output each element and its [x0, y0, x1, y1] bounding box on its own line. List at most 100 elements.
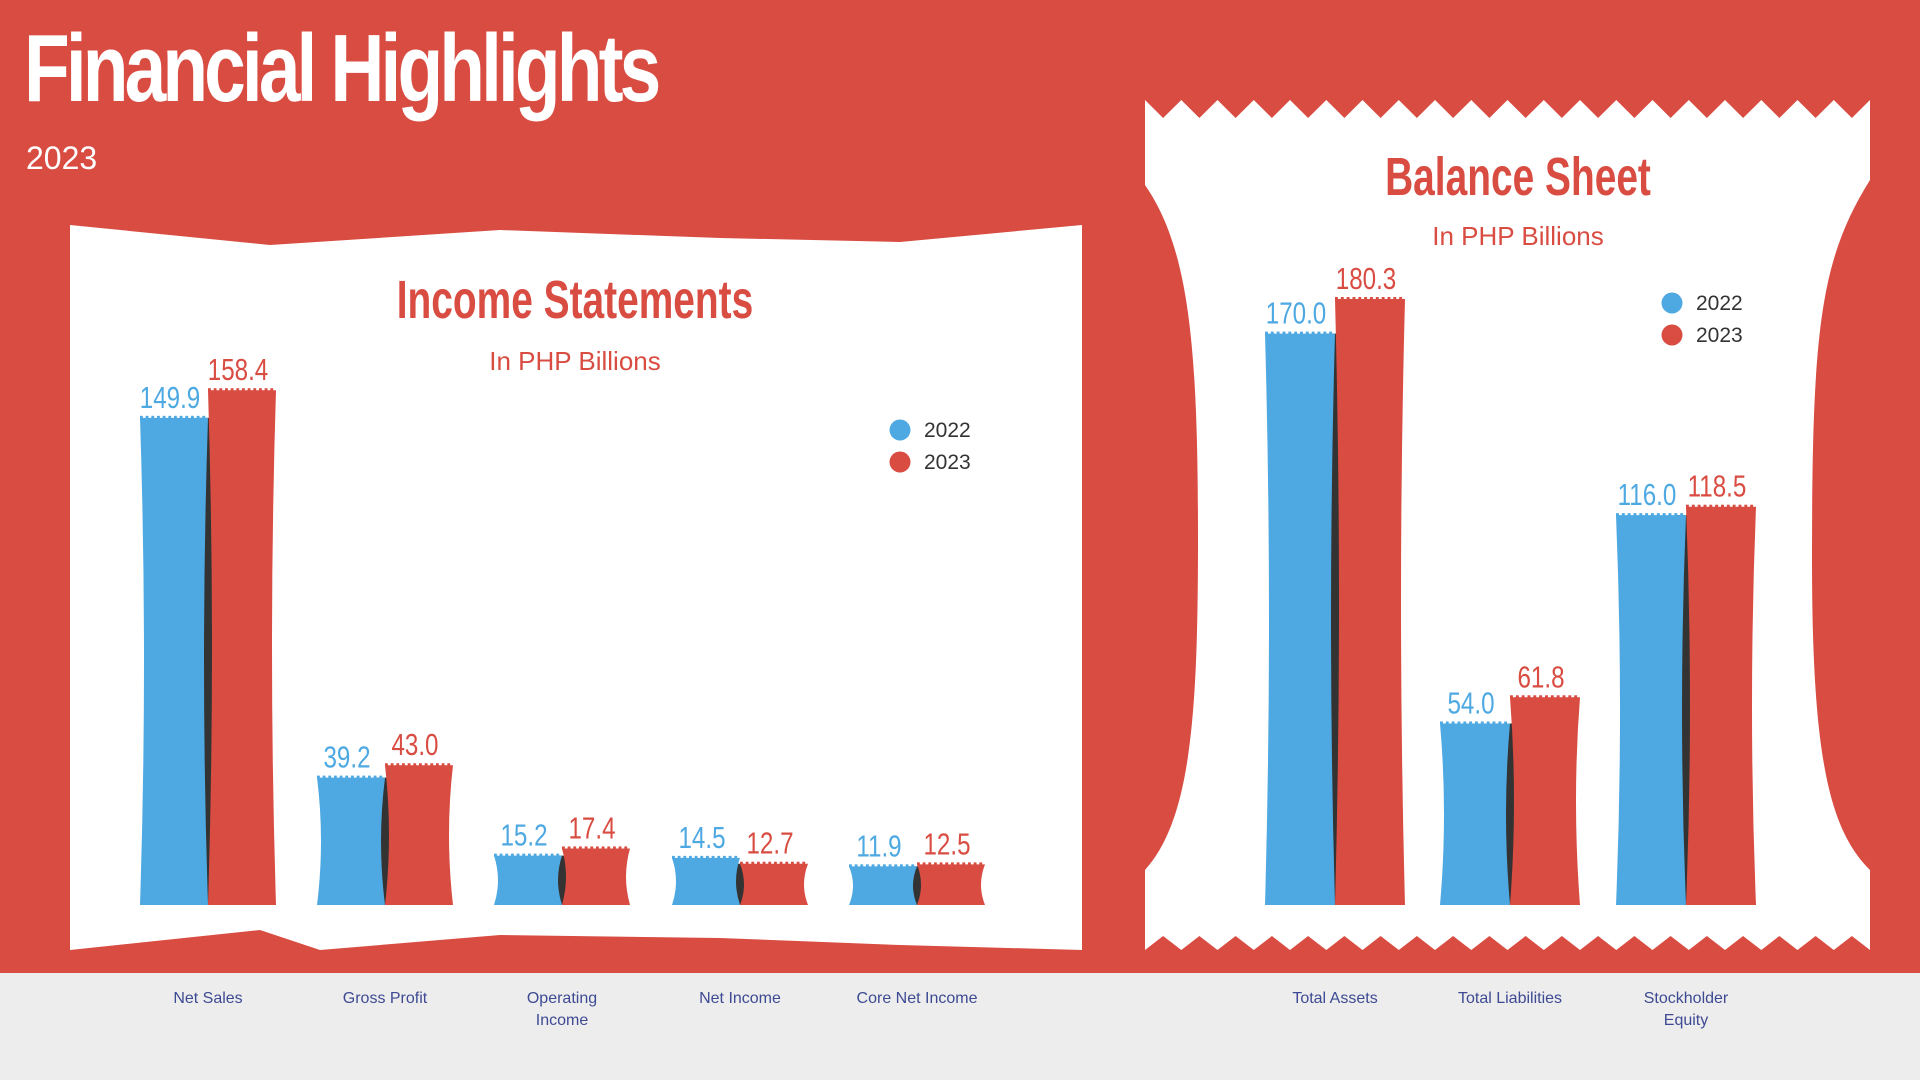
income-bar-perforation [905, 864, 909, 868]
balance-bar-perforation [1317, 331, 1321, 335]
income-value-label-2023: 12.7 [746, 826, 793, 861]
balance-bar-perforation [1288, 331, 1292, 335]
balance-bar-2022 [1265, 333, 1335, 906]
income-legend-marker-2022 [889, 419, 911, 441]
income-bar-perforation [717, 855, 721, 859]
income-bar-2022 [494, 855, 562, 905]
income-bar-perforation [757, 861, 760, 865]
income-bar-perforation [723, 855, 726, 859]
balance-bar-perforation [1475, 721, 1478, 725]
balance-bar-perforation [1381, 296, 1385, 300]
income-bar-perforation [436, 763, 439, 767]
balance-bar-perforation [1311, 331, 1315, 335]
balance-bar-perforation [1399, 296, 1403, 300]
balance-chart-title: Balance Sheet [1385, 146, 1651, 207]
income-bar-perforation [866, 864, 869, 868]
balance-bar-perforation [1732, 504, 1736, 508]
balance-bar-perforation [1750, 504, 1754, 508]
income-legend-label-2023: 2023 [924, 451, 971, 474]
income-bar-perforation [522, 853, 526, 857]
income-bar-perforation [624, 846, 628, 850]
balance-bar-perforation [1527, 695, 1531, 699]
balance-bar-perforation [1265, 331, 1268, 335]
income-bar-perforation [849, 864, 852, 868]
income-bar-perforation [242, 388, 245, 392]
income-bar-perforation [779, 861, 783, 865]
balance-bar-2023 [1510, 697, 1580, 905]
balance-bar-perforation [1515, 695, 1519, 699]
income-bar-perforation [356, 775, 360, 779]
balance-bar-perforation [1510, 695, 1513, 699]
income-bar-perforation [236, 388, 240, 392]
income-bar-perforation [225, 388, 228, 392]
balance-bar-perforation [1294, 331, 1298, 335]
balance-bar-2022 [1616, 515, 1686, 905]
income-bar-perforation [140, 415, 143, 419]
income-bar-perforation [556, 853, 560, 857]
income-bar-perforation [706, 855, 709, 859]
income-bar-perforation [883, 864, 886, 868]
balance-bar-perforation [1457, 721, 1461, 725]
income-category-label: Net Sales [173, 990, 243, 1007]
balance-bar-perforation [1300, 331, 1303, 335]
balance-bar-perforation [1715, 504, 1719, 508]
income-bar-perforation [745, 861, 749, 865]
balance-bar-perforation [1358, 296, 1362, 300]
balance-bar-perforation [1469, 721, 1473, 725]
balance-bar-2022 [1440, 723, 1510, 905]
balance-value-label-2022: 54.0 [1447, 686, 1494, 721]
income-bar-perforation [545, 853, 548, 857]
income-bar-perforation [334, 775, 337, 779]
income-bar-perforation [791, 861, 794, 865]
income-bar-perforation [579, 846, 582, 850]
income-bar-perforation [728, 855, 732, 859]
balance-bar-perforation [1539, 695, 1543, 699]
income-bar-perforation [208, 388, 211, 392]
income-bar-perforation [396, 763, 400, 767]
balance-bar-perforation [1370, 296, 1373, 300]
income-bar-perforation [402, 763, 405, 767]
income-legend-label-2022: 2022 [924, 419, 971, 442]
income-bar-perforation [774, 861, 777, 865]
balance-bar-perforation [1463, 721, 1467, 725]
page-subtitle: 2023 [26, 140, 98, 176]
income-bar-2023 [385, 765, 453, 905]
balance-category-label: Total Liabilities [1457, 990, 1563, 1007]
income-bar-perforation [550, 853, 554, 857]
balance-legend-marker-2022 [1661, 292, 1683, 314]
balance-bar-perforation [1697, 504, 1701, 508]
income-bar-perforation [785, 861, 789, 865]
income-bar-perforation [672, 855, 675, 859]
income-bar-perforation [694, 855, 698, 859]
income-bar-perforation [854, 864, 858, 868]
income-bar-perforation [339, 775, 343, 779]
balance-bar-perforation [1521, 695, 1525, 699]
income-value-label-2022: 11.9 [856, 828, 901, 863]
income-bar-perforation [151, 415, 155, 419]
income-bar-perforation [385, 763, 388, 767]
income-bar-perforation [270, 388, 274, 392]
balance-bar-perforation [1721, 504, 1724, 508]
balance-bar-perforation [1486, 721, 1490, 725]
balance-bar-perforation [1686, 504, 1689, 508]
balance-bar-perforation [1340, 296, 1344, 300]
balance-bar-perforation [1656, 513, 1660, 517]
income-bar-perforation [407, 763, 411, 767]
income-bar-perforation [683, 855, 687, 859]
balance-value-label-2023: 118.5 [1688, 469, 1747, 504]
balance-bar-perforation [1726, 504, 1730, 508]
balance-bar-perforation [1744, 504, 1748, 508]
income-bar-perforation [877, 864, 881, 868]
income-value-label-2022: 15.2 [500, 818, 547, 853]
balance-bar-perforation [1498, 721, 1502, 725]
income-bar-2023 [917, 864, 985, 905]
balance-bar-perforation [1545, 695, 1548, 699]
balance-bar-perforation [1738, 504, 1742, 508]
income-value-label-2022: 39.2 [323, 740, 370, 775]
balance-bar-perforation [1668, 513, 1672, 517]
income-bar-perforation [247, 388, 251, 392]
income-bar-perforation [390, 763, 394, 767]
income-bar-perforation [362, 775, 366, 779]
income-category-label: Gross Profit [342, 990, 428, 1007]
